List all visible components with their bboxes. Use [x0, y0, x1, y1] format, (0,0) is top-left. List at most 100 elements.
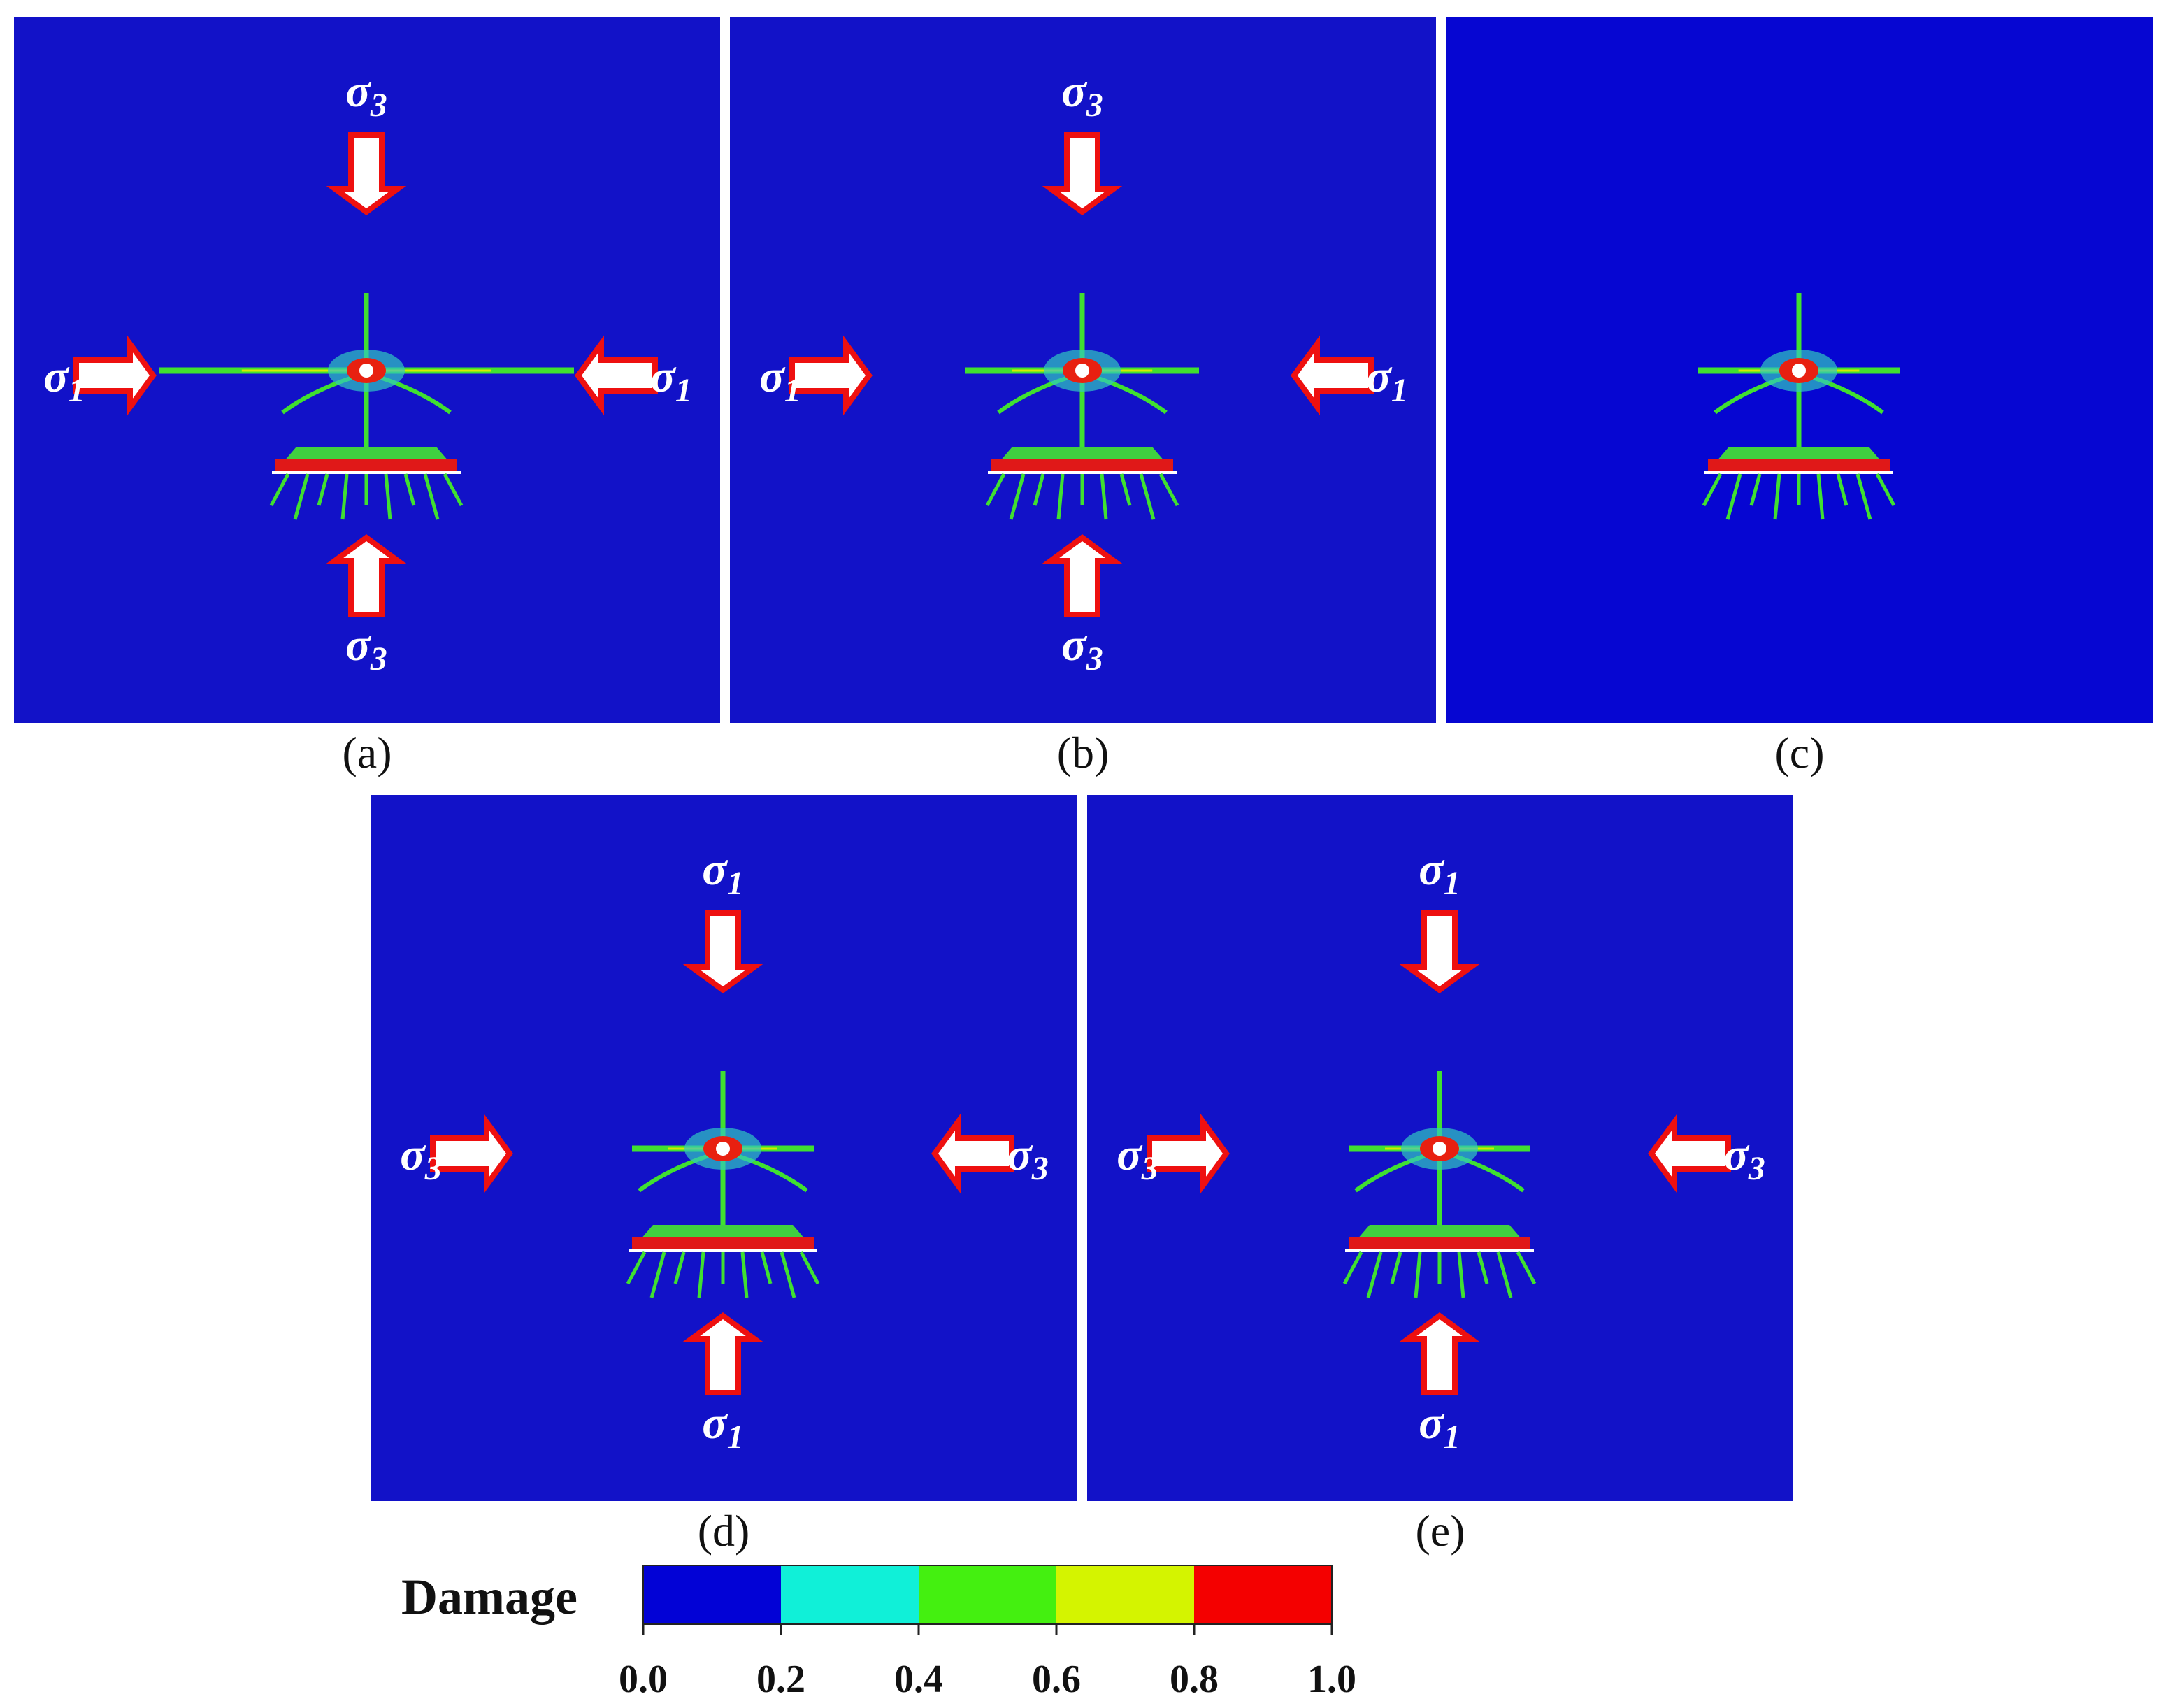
legend-swatch — [1194, 1565, 1332, 1624]
legend-swatch — [919, 1565, 1056, 1624]
root-crack — [1009, 473, 1026, 520]
root-crack — [1496, 1251, 1513, 1298]
stress-subscript: 1 — [1444, 1419, 1460, 1456]
stress-symbol: σ — [1061, 619, 1088, 670]
legend-frame — [642, 1565, 1333, 1625]
stress-symbol: σ — [1723, 1129, 1750, 1180]
root-crack — [1100, 473, 1108, 520]
load-label: σ3 — [345, 66, 387, 124]
root-crack — [780, 1251, 796, 1298]
stress-subscript: 3 — [1748, 1150, 1765, 1187]
stress-symbol: σ — [400, 1129, 426, 1180]
legend-tick-label: 1.0 — [1307, 1658, 1356, 1701]
legend-tick-label: 0.6 — [1032, 1658, 1081, 1701]
load-arrow — [682, 1312, 763, 1395]
legend-tick-label: 0.0 — [619, 1658, 668, 1701]
stress-subscript: 1 — [675, 372, 692, 409]
root-crack — [403, 473, 416, 506]
stress-symbol: σ — [1419, 1398, 1445, 1449]
root-crack — [1702, 473, 1723, 507]
legend-title: Damage — [401, 1569, 577, 1625]
stress-symbol: σ — [345, 66, 372, 117]
root-crack — [1836, 473, 1848, 506]
root-crack — [697, 1251, 705, 1298]
root-crack — [1158, 473, 1179, 507]
base-damage — [1708, 459, 1890, 471]
stress-symbol: σ — [759, 351, 786, 402]
panel-caption: (c) — [1774, 728, 1824, 777]
panel — [1446, 17, 2153, 723]
root-crack — [1457, 1251, 1465, 1298]
root-crack — [443, 473, 464, 507]
root-crack — [1773, 473, 1781, 520]
root-crack — [799, 1251, 820, 1285]
stress-subscript: 3 — [1141, 1150, 1158, 1187]
root-crack — [740, 1251, 749, 1298]
load-arrow — [1648, 1113, 1731, 1194]
base-damage — [632, 1237, 814, 1249]
borehole — [1792, 364, 1806, 378]
root-crack — [340, 473, 349, 520]
stress-subscript: 1 — [784, 372, 801, 409]
root-crack — [649, 1251, 666, 1298]
load-label: σ3 — [1723, 1129, 1765, 1187]
root-crack — [384, 473, 392, 520]
load-label: σ3 — [1007, 1129, 1049, 1187]
root-crack — [1477, 1251, 1489, 1284]
stress-subscript: 1 — [727, 1419, 744, 1456]
load-arrow — [682, 910, 763, 993]
stress-symbol: σ — [702, 1398, 728, 1449]
borehole — [359, 364, 373, 378]
legend-tick-label: 0.2 — [756, 1658, 805, 1701]
load-arrow — [326, 534, 407, 617]
load-label: σ3 — [1117, 1129, 1158, 1187]
root-crack — [1749, 473, 1762, 506]
load-arrow — [73, 335, 157, 416]
root-crack — [1516, 1251, 1537, 1285]
legend-swatch — [1056, 1565, 1194, 1624]
panel-caption: (d) — [698, 1506, 750, 1556]
root-crack — [760, 1251, 773, 1284]
load-arrow — [789, 335, 873, 416]
stress-symbol: σ — [1007, 1129, 1033, 1180]
legend-swatch — [781, 1565, 919, 1624]
panel-caption: (e) — [1415, 1506, 1465, 1556]
load-arrow — [1399, 910, 1480, 993]
root-crack — [673, 1251, 686, 1284]
stress-subscript: 3 — [1086, 87, 1103, 124]
load-label: σ1 — [1419, 1398, 1460, 1456]
load-arrow — [1147, 1113, 1230, 1194]
root-crack — [1855, 473, 1872, 520]
stress-subscript: 3 — [1031, 1150, 1049, 1187]
root-crack — [1342, 1251, 1363, 1285]
borehole — [1075, 364, 1089, 378]
base-damage — [275, 459, 457, 471]
load-arrow — [430, 1113, 513, 1194]
borehole — [716, 1142, 730, 1156]
base-damage — [991, 459, 1173, 471]
stress-subscript: 3 — [370, 640, 387, 677]
root-crack — [423, 473, 440, 520]
root-crack — [293, 473, 310, 520]
stress-symbol: σ — [702, 844, 728, 895]
root-crack — [269, 473, 290, 507]
root-crack — [1725, 473, 1742, 520]
stress-subscript: 1 — [1391, 372, 1408, 409]
load-arrow — [1042, 132, 1123, 215]
load-label: σ3 — [1061, 66, 1103, 124]
stress-symbol: σ — [1366, 351, 1393, 402]
stress-symbol: σ — [1061, 66, 1088, 117]
stress-subscript: 1 — [727, 865, 744, 902]
root-crack — [1119, 473, 1132, 506]
stress-symbol: σ — [345, 619, 372, 670]
legend-tick-label: 0.4 — [894, 1658, 943, 1701]
load-label: σ1 — [702, 1398, 744, 1456]
root-crack — [1139, 473, 1156, 520]
legend-tick-label: 0.8 — [1170, 1658, 1219, 1701]
stress-subscript: 1 — [1444, 865, 1460, 902]
